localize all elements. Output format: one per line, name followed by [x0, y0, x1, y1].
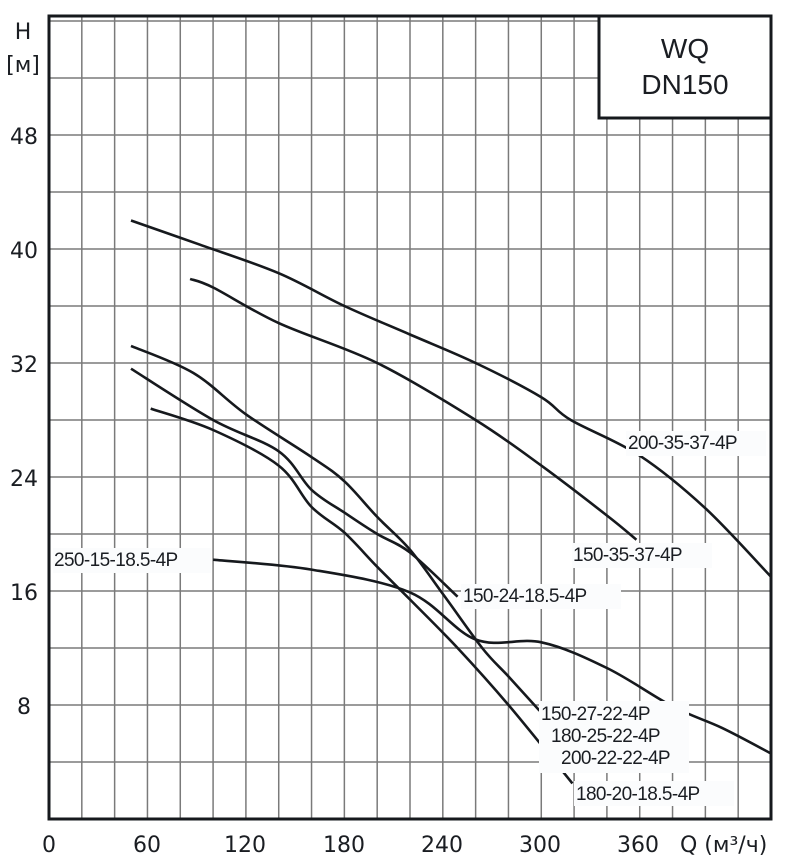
pump-curves — [130, 219, 772, 785]
label-250-15-18-5-4p: 250-15-18.5-4P — [54, 550, 178, 571]
plot-frame — [47, 14, 773, 821]
x-tick-labels: 0 60 120 180 240 300 360 Q (м³/ч) — [42, 833, 767, 858]
curve-150-27-22-4p — [130, 344, 541, 712]
x-tick-360: 360 — [617, 833, 659, 858]
title-box — [597, 14, 773, 120]
y-axis-title-h: H — [15, 20, 32, 45]
label-200-35-37-4p: 200-35-37-4P — [628, 433, 737, 454]
x-tick-60: 60 — [133, 833, 161, 858]
x-axis-title: Q (м³/ч) — [680, 833, 767, 858]
label-bg-200-35 — [626, 431, 766, 456]
label-150-24-18-5-4p: 150-24-18.5-4P — [463, 586, 587, 607]
curve-250-15-18-5-4p — [212, 558, 772, 755]
x-tick-120: 120 — [224, 833, 266, 858]
label-150-27-22-4p: 150-27-22-4P — [541, 704, 650, 725]
title-line-1: WQ — [661, 33, 709, 64]
curve-200-35-37-4p — [130, 219, 772, 578]
x-tick-180: 180 — [323, 833, 365, 858]
title-line-2: DN150 — [641, 69, 728, 100]
label-200-22-22-4p: 200-22-22-4P — [561, 748, 670, 769]
x-tick-0: 0 — [42, 833, 56, 858]
y-axis-title-unit: [м] — [6, 53, 40, 78]
label-150-35-37-4p: 150-35-37-4P — [573, 545, 682, 566]
curve-150-35-37-4p — [189, 277, 638, 541]
curve-150-24-18-5-4p — [130, 367, 459, 598]
label-bg-150-35 — [572, 543, 712, 568]
label-bg-150-24 — [461, 584, 621, 609]
y-tick-labels: 48 40 32 24 16 8 — [10, 125, 38, 720]
label-bg-22-group — [539, 701, 689, 773]
y-tick-32: 32 — [10, 353, 38, 378]
label-180-20-18-5-4p: 180-20-18.5-4P — [576, 784, 700, 805]
y-tick-8: 8 — [17, 695, 31, 720]
grid-lines — [49, 16, 771, 819]
x-tick-240: 240 — [421, 833, 463, 858]
y-tick-24: 24 — [10, 467, 38, 492]
y-tick-40: 40 — [10, 239, 38, 264]
y-tick-48: 48 — [10, 125, 38, 150]
y-tick-16: 16 — [10, 581, 38, 606]
label-180-25-22-4p: 180-25-22-4P — [551, 726, 660, 747]
label-bg-180-20 — [574, 781, 734, 806]
curve-180-20-18-5-4p — [150, 407, 574, 785]
curve-labels: 200-35-37-4P 150-35-37-4P 150-24-18.5-4P… — [53, 431, 766, 806]
label-bg-250-15 — [53, 548, 211, 573]
x-tick-300: 300 — [519, 833, 561, 858]
